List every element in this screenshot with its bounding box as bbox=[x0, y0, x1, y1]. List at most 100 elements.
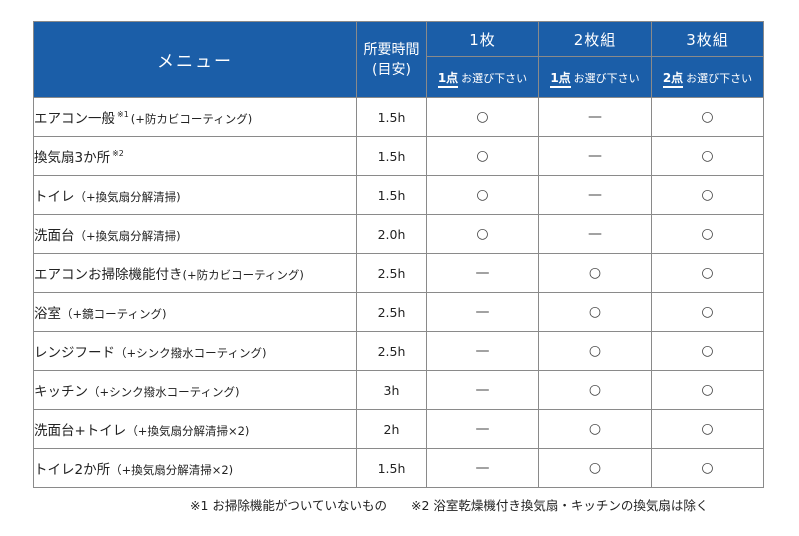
plan-select-text: お選び下さい bbox=[461, 71, 528, 85]
item-note: (+防カビコーティング) bbox=[182, 268, 304, 282]
plan-1-mark: ○ bbox=[426, 97, 539, 137]
plan-1-mark: ○ bbox=[426, 175, 539, 215]
plan-1-mark: — bbox=[426, 448, 539, 488]
menu-column-header: メニュー bbox=[33, 21, 357, 98]
menu-item: エアコン一般 ※1 (+防カビコーティング) bbox=[33, 97, 357, 137]
table-row: 浴室（+鏡コーティング) 2.5h — ○ ○ bbox=[33, 292, 764, 332]
menu-item: レンジフード（+シンク撥水コーティング) bbox=[33, 331, 357, 371]
item-time: 1.5h bbox=[356, 448, 427, 488]
plan-select-count: 1点 bbox=[437, 70, 459, 88]
table-row: 洗面台+トイレ（+換気扇分解清掃×2) 2h — ○ ○ bbox=[33, 409, 764, 449]
table-row: トイレ（+換気扇分解清掃) 1.5h ○ — ○ bbox=[33, 175, 764, 215]
item-note: （+換気扇分解清掃×2) bbox=[110, 463, 234, 477]
item-note: （+鏡コーティング) bbox=[61, 307, 167, 321]
plan-2-mark: ○ bbox=[538, 448, 652, 488]
plan-1-mark: — bbox=[426, 409, 539, 449]
plan-3-mark: ○ bbox=[651, 136, 764, 176]
menu-item: 換気扇3か所 ※2 bbox=[33, 136, 357, 176]
item-name: トイレ bbox=[34, 189, 75, 205]
plan-2-mark: — bbox=[538, 175, 652, 215]
table-row: エアコンお掃除機能付き(+防カビコーティング) 2.5h — ○ ○ bbox=[33, 253, 764, 293]
item-time: 1.5h bbox=[356, 136, 427, 176]
plan-2-mark: — bbox=[538, 214, 652, 254]
plan-header-3: 3枚組 bbox=[651, 20, 764, 58]
item-name: 洗面台+トイレ bbox=[34, 423, 127, 439]
item-name: 浴室 bbox=[34, 306, 62, 322]
plan-1-mark: — bbox=[426, 292, 539, 332]
plan-3-mark: ○ bbox=[651, 175, 764, 215]
plan-1-mark: — bbox=[426, 370, 539, 410]
table-row: エアコン一般 ※1 (+防カビコーティング) 1.5h ○ — ○ bbox=[33, 97, 764, 137]
table-row: レンジフード（+シンク撥水コーティング) 2.5h — ○ ○ bbox=[33, 331, 764, 371]
item-time: 1.5h bbox=[356, 175, 427, 215]
plan-header-1: 1枚 bbox=[426, 20, 539, 58]
plan-2-mark: — bbox=[538, 136, 652, 176]
plan-3-mark: ○ bbox=[651, 253, 764, 293]
time-column-header: 所要時間(目安) bbox=[356, 21, 427, 98]
item-name: トイレ2か所 bbox=[34, 462, 111, 478]
plan-2-mark: ○ bbox=[538, 292, 652, 332]
plan-3-mark: ○ bbox=[651, 292, 764, 332]
plan-1-mark: ○ bbox=[426, 214, 539, 254]
menu-item: エアコンお掃除機能付き(+防カビコーティング) bbox=[33, 253, 357, 293]
footnote-2: ※2 浴室乾燥機付き換気扇・キッチンの換気扇は除く bbox=[411, 498, 709, 513]
plan-2-mark: — bbox=[538, 97, 652, 137]
plan-1-mark: — bbox=[426, 253, 539, 293]
plan-select-2: 1点 お選び下さい bbox=[538, 56, 652, 98]
plan-select-count: 1点 bbox=[550, 70, 571, 88]
item-note: （+換気扇分解清掃) bbox=[74, 229, 181, 243]
plan-2-mark: ○ bbox=[538, 370, 652, 410]
plan-select-1: 1点 お選び下さい bbox=[426, 56, 539, 98]
item-time: 2h bbox=[356, 409, 427, 449]
item-name: 洗面台 bbox=[34, 228, 75, 244]
menu-item: 浴室（+鏡コーティング) bbox=[33, 292, 357, 332]
plan-3-mark: ○ bbox=[651, 409, 764, 449]
plan-2-mark: ○ bbox=[538, 331, 652, 371]
service-menu-table: メニュー 所要時間(目安) 1枚 2枚組 3枚組 1点 お選び下さい 1点 お選び下… bbox=[33, 20, 764, 488]
header-row: メニュー 所要時間(目安) 1枚 2枚組 3枚組 bbox=[33, 20, 764, 98]
item-name: エアコン一般 bbox=[34, 111, 116, 127]
item-time: 2.5h bbox=[356, 292, 427, 332]
plan-header-2: 2枚組 bbox=[538, 20, 652, 58]
plan-3-mark: ○ bbox=[651, 97, 764, 137]
item-note: （+換気扇分解清掃×2) bbox=[126, 424, 250, 438]
item-time: 1.5h bbox=[356, 97, 427, 137]
item-note: （+シンク撥水コーティング) bbox=[115, 346, 267, 360]
footnotes: ※1 お掃除機能がついていないもの ※2 浴室乾燥機付き換気扇・キッチンの換気扇… bbox=[190, 495, 728, 514]
plan-3-mark: ○ bbox=[651, 448, 764, 488]
plan-1-mark: — bbox=[426, 331, 539, 371]
menu-item: トイレ2か所（+換気扇分解清掃×2) bbox=[33, 448, 357, 488]
plan-1-mark: ○ bbox=[426, 136, 539, 176]
footnote-1: ※1 お掃除機能がついていないもの bbox=[190, 498, 388, 513]
plan-select-text: お選び下さい bbox=[686, 71, 753, 85]
plan-2-mark: ○ bbox=[538, 409, 652, 449]
item-note: (+防カビコーティング) bbox=[130, 112, 253, 126]
item-time: 3h bbox=[356, 370, 427, 410]
item-note: （+シンク撥水コーティング) bbox=[88, 385, 240, 399]
plan-select-3: 2点 お選び下さい bbox=[651, 56, 764, 98]
plan-select-count: 2点 bbox=[662, 70, 684, 88]
menu-item: 洗面台+トイレ（+換気扇分解清掃×2) bbox=[33, 409, 357, 449]
plan-3-mark: ○ bbox=[651, 214, 764, 254]
footnote-ref: ※1 bbox=[117, 110, 129, 119]
plan-3-mark: ○ bbox=[651, 370, 764, 410]
item-time: 2.0h bbox=[356, 214, 427, 254]
item-time: 2.5h bbox=[356, 331, 427, 371]
table-row: 換気扇3か所 ※2 1.5h ○ — ○ bbox=[33, 136, 764, 176]
plan-2-mark: ○ bbox=[538, 253, 652, 293]
table-row: 洗面台（+換気扇分解清掃) 2.0h ○ — ○ bbox=[33, 214, 764, 254]
subheader-row: 1点 お選び下さい 1点 お選び下さい 2点 お選び下さい bbox=[34, 56, 764, 98]
item-name: キッチン bbox=[34, 384, 89, 400]
item-name: 換気扇3か所 bbox=[34, 150, 111, 166]
plan-select-text: お選び下さい bbox=[573, 71, 640, 85]
item-name: エアコンお掃除機能付き bbox=[34, 267, 183, 283]
table-row: キッチン（+シンク撥水コーティング) 3h — ○ ○ bbox=[33, 370, 764, 410]
footnote-ref: ※2 bbox=[112, 149, 124, 158]
menu-item: 洗面台（+換気扇分解清掃) bbox=[33, 214, 357, 254]
item-time: 2.5h bbox=[356, 253, 427, 293]
plan-3-mark: ○ bbox=[651, 331, 764, 371]
menu-item: キッチン（+シンク撥水コーティング) bbox=[33, 370, 357, 410]
table-row: トイレ2か所（+換気扇分解清掃×2) 1.5h — ○ ○ bbox=[33, 448, 764, 488]
menu-item: トイレ（+換気扇分解清掃) bbox=[33, 175, 357, 215]
item-name: レンジフード bbox=[34, 345, 116, 361]
